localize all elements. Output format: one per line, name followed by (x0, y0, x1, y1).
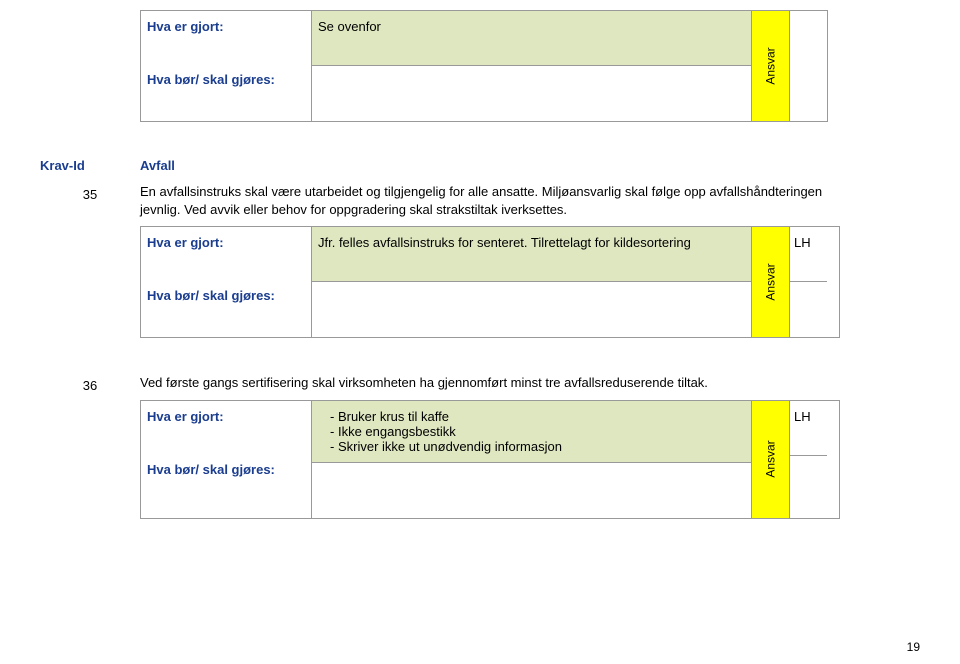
krav-id-label: Krav-Id (40, 158, 140, 173)
entry-36: 36 Ved første gangs sertifisering skal v… (40, 374, 920, 519)
bullet-list: Bruker krus til kaffe Ikke engangsbestik… (318, 409, 745, 454)
label-done: Hva er gjort: (141, 401, 311, 432)
entry-num: 36 (40, 374, 140, 519)
bullet-item: Skriver ikke ut unødvendig informasjon (330, 439, 745, 454)
entry-desc: En avfallsinstruks skal være utarbeidet … (140, 183, 840, 218)
ansvar-label: Ansvar (764, 47, 778, 84)
ansvar-label: Ansvar (764, 440, 778, 477)
entry-table: Hva er gjort: Hva bør/ skal gjøres: Bruk… (140, 400, 840, 519)
content-done: Jfr. felles avfallsinstruks for senteret… (312, 227, 751, 282)
entry-35: 35 En avfallsinstruks skal være utarbeid… (40, 183, 920, 338)
content-todo (312, 282, 751, 337)
right-pad (789, 11, 827, 121)
label-done: Hva er gjort: (141, 227, 311, 258)
page-number: 19 (907, 640, 920, 654)
entry-desc: Ved første gangs sertifisering skal virk… (140, 374, 840, 392)
section-head: Krav-Id Avfall (40, 158, 920, 173)
right-val-2 (790, 282, 827, 337)
content-done: Se ovenfor (312, 11, 751, 66)
content-todo (312, 66, 751, 121)
entry-num: 35 (40, 183, 140, 338)
ansvar-cell: Ansvar (751, 401, 789, 518)
label-todo: Hva bør/ skal gjøres: (141, 42, 311, 95)
right-val-2 (790, 456, 827, 511)
bullet-item: Ikke engangsbestikk (330, 424, 745, 439)
right-val-1: LH (790, 401, 827, 456)
right-pad: LH (789, 227, 827, 337)
right-pad: LH (789, 401, 827, 518)
content-todo (312, 463, 751, 518)
ansvar-cell: Ansvar (751, 11, 789, 121)
label-todo: Hva bør/ skal gjøres: (141, 432, 311, 485)
section-title: Avfall (140, 158, 175, 173)
entry-table: Hva er gjort: Hva bør/ skal gjøres: Jfr.… (140, 226, 840, 338)
right-val-1: LH (790, 227, 827, 282)
top-table: Hva er gjort: Hva bør/ skal gjøres: Se o… (140, 10, 828, 122)
label-todo: Hva bør/ skal gjøres: (141, 258, 311, 311)
ansvar-cell: Ansvar (751, 227, 789, 337)
ansvar-label: Ansvar (764, 263, 778, 300)
content-done: Bruker krus til kaffe Ikke engangsbestik… (312, 401, 751, 463)
top-block: Hva er gjort: Hva bør/ skal gjøres: Se o… (40, 10, 920, 122)
bullet-item: Bruker krus til kaffe (330, 409, 745, 424)
label-done: Hva er gjort: (141, 11, 311, 42)
